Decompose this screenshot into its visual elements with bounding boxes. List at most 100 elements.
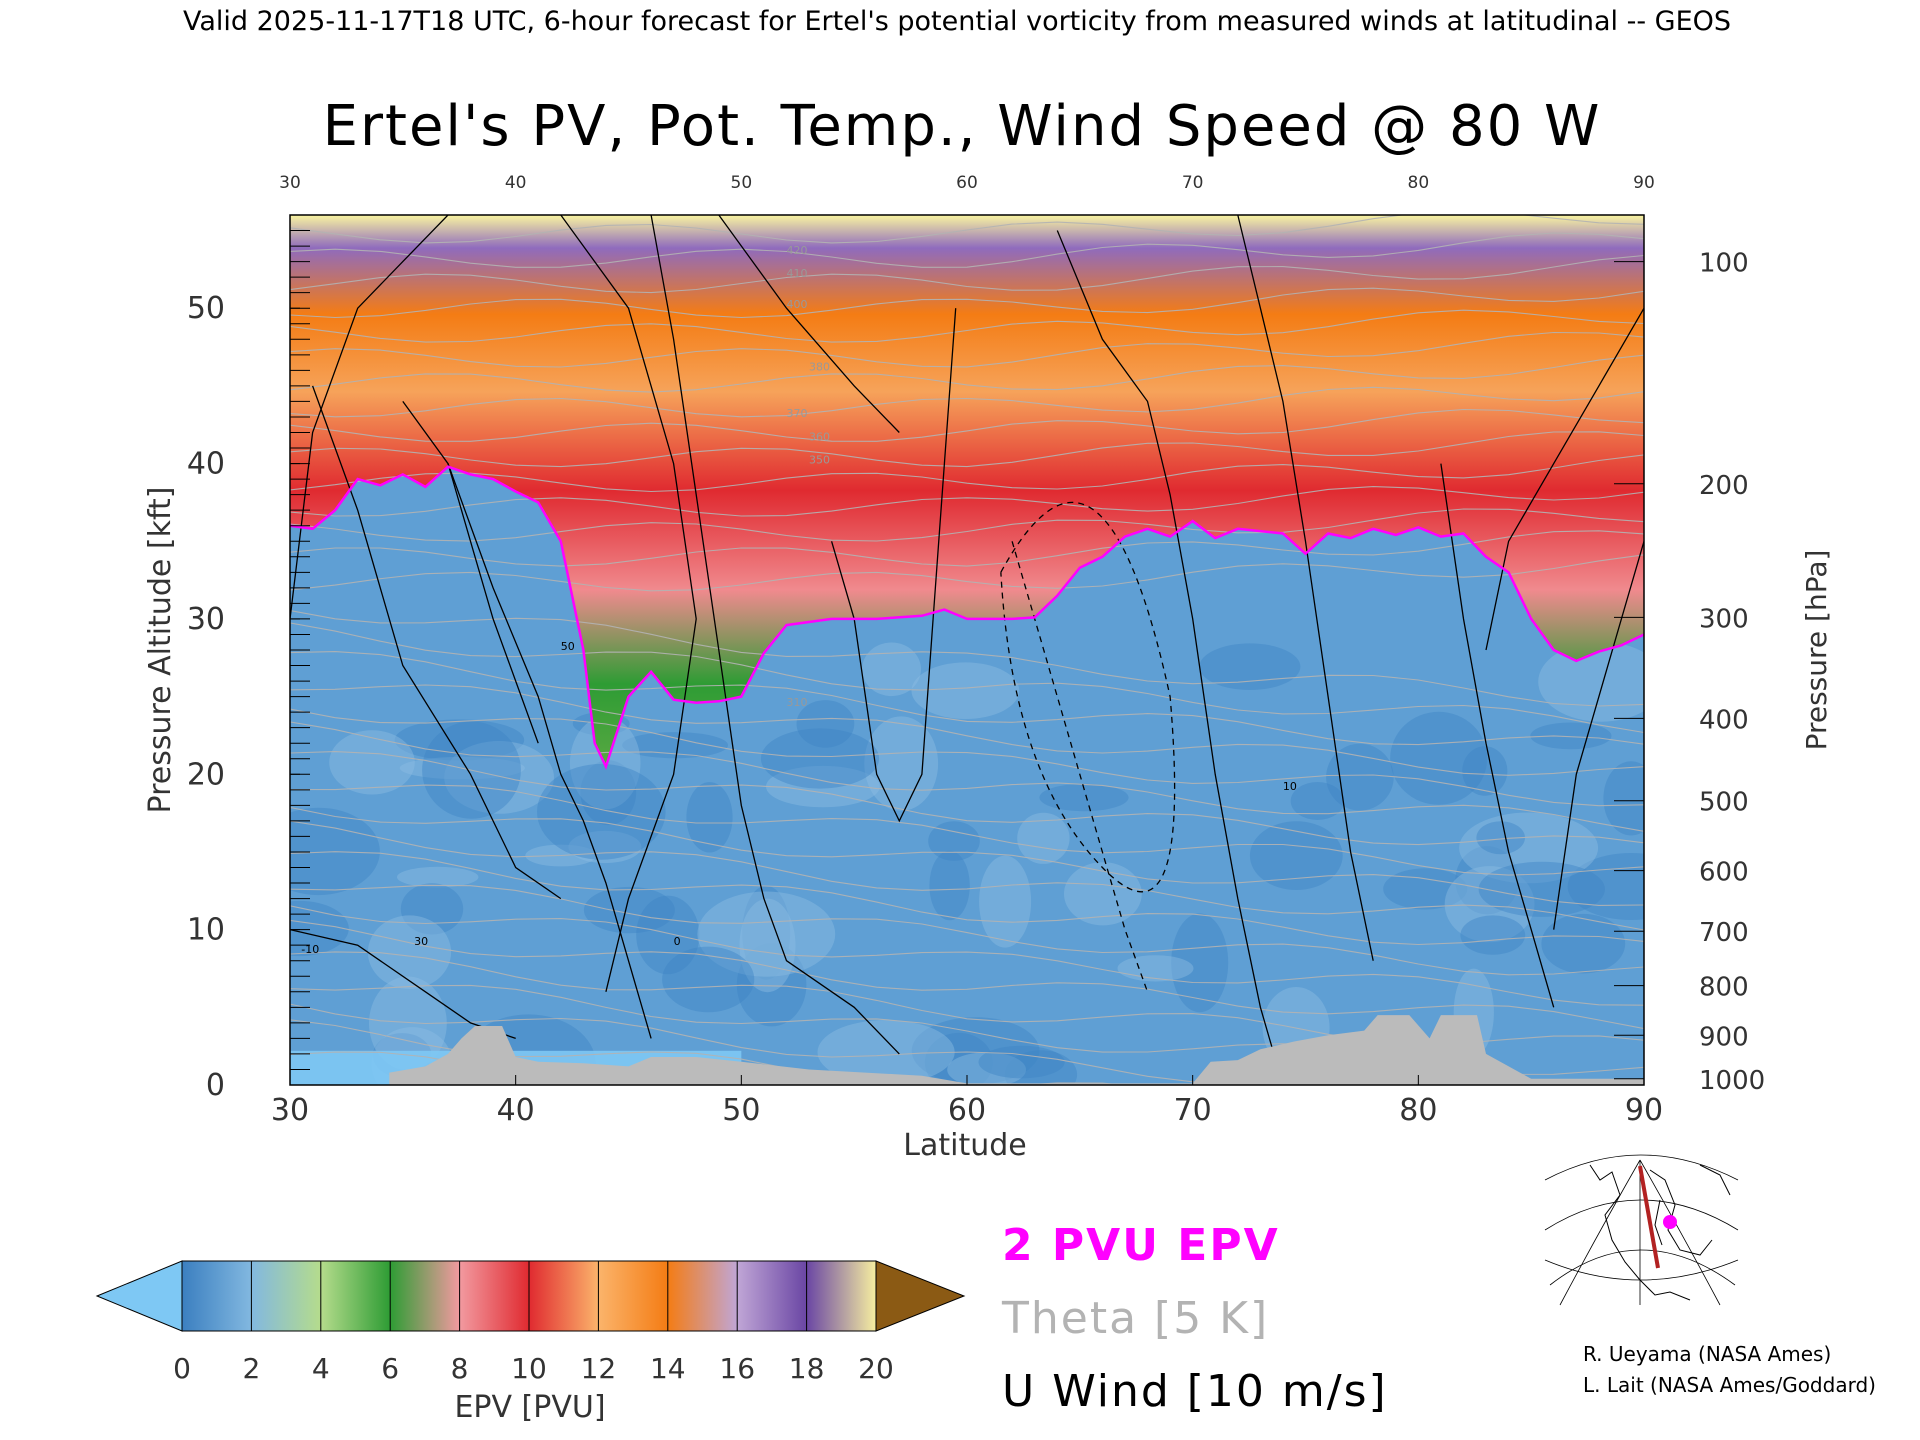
colorbar-tick-label: 18 xyxy=(789,1352,825,1385)
colorbar-tick-label: 14 xyxy=(650,1352,686,1385)
x-tick-label: 60 xyxy=(948,1093,986,1128)
theta-contour-label: 420 xyxy=(786,244,807,257)
theta-contour-line xyxy=(290,806,1644,906)
pv-texture-blob xyxy=(444,741,554,814)
y-tick-label: 40 xyxy=(187,447,225,482)
pv-texture-blob xyxy=(1290,782,1345,820)
colorbar-tick-label: 10 xyxy=(511,1352,547,1385)
colorbar-high-triangle xyxy=(875,1260,966,1332)
pressure-tick-label: 700 xyxy=(1699,918,1749,948)
u-wind-negative-contour xyxy=(1000,501,1176,893)
pv-texture-blob xyxy=(1530,722,1612,750)
theta-contour-line xyxy=(290,622,1644,734)
top-x-tick-label: 90 xyxy=(1633,173,1655,193)
stratospheric-pv-fill xyxy=(290,215,1644,767)
theta-contour-line xyxy=(290,721,1644,832)
pressure-tick-label: 900 xyxy=(1699,1022,1749,1052)
y-axis-label: Pressure Altitude [kft] xyxy=(143,487,178,814)
pv-texture-blob xyxy=(369,976,447,1071)
y-tick-label: 50 xyxy=(187,291,225,326)
theta-contour-label: 370 xyxy=(786,407,807,420)
pv-texture-blob xyxy=(1460,915,1526,955)
u-wind-contour-line xyxy=(1237,215,1374,961)
pv-texture-blob xyxy=(1538,641,1644,722)
theta-contours xyxy=(290,215,1644,1085)
theta-contour-line xyxy=(290,254,1644,294)
theta-contour-line xyxy=(290,486,1644,517)
colorbar-tick-label: 12 xyxy=(581,1352,617,1385)
tropopause-2pvu-line xyxy=(290,465,1644,770)
pv-texture-blob xyxy=(1476,821,1525,855)
y-tick-label: 10 xyxy=(187,913,225,948)
pv-texture-blob xyxy=(1390,711,1488,805)
pv-texture-blob xyxy=(662,946,755,1013)
u-wind-contour-labels: -10 0 10 30 50 xyxy=(301,640,1297,956)
top-x-tick-label: 70 xyxy=(1182,173,1204,193)
theta-contour-line xyxy=(290,287,1644,319)
pv-texture-blob xyxy=(636,895,700,975)
pv-texture-blob xyxy=(1017,812,1070,864)
y-tick-label: 30 xyxy=(187,602,225,637)
theta-contour-label: 360 xyxy=(809,430,830,443)
theta-contour-line xyxy=(290,408,1644,442)
colorbar-tick-label: 16 xyxy=(719,1352,755,1385)
theta-contour-line xyxy=(290,454,1644,493)
theta-contour-line xyxy=(290,684,1644,776)
pressure-tick-label: 300 xyxy=(1699,604,1749,634)
pv-texture-blob xyxy=(742,885,791,980)
theta-contour-line xyxy=(290,215,1644,244)
top-x-tick-label: 60 xyxy=(956,173,978,193)
pv-texture-blob xyxy=(394,719,525,761)
theta-contour-line xyxy=(290,708,1644,807)
x-tick-label: 70 xyxy=(1174,1093,1212,1128)
theta-contour-label: 350 xyxy=(809,454,830,467)
inset-map-cross-section-path xyxy=(1638,1165,1660,1269)
pv-texture-blob xyxy=(911,662,1020,719)
theta-contour-line xyxy=(290,331,1644,368)
colorbar-tick-label: 2 xyxy=(242,1352,260,1385)
theta-contour-label: 380 xyxy=(809,360,830,373)
credit-line-2: L. Lait (NASA Ames/Goddard) xyxy=(1583,1373,1876,1397)
top-x-tick-label: 50 xyxy=(731,173,753,193)
x-tick-label: 30 xyxy=(271,1093,309,1128)
pv-texture-blob xyxy=(290,807,380,896)
valid-time-header: Valid 2025-11-17T18 UTC, 6-hour forecast… xyxy=(183,6,1731,37)
pv-texture-blob xyxy=(929,850,970,921)
pv-texture-blob xyxy=(862,642,921,697)
credit-line-1: R. Ueyama (NASA Ames) xyxy=(1583,1342,1831,1366)
pv-texture-blob xyxy=(817,1019,955,1085)
colorbar-tick-label: 0 xyxy=(173,1352,191,1385)
colorbar-label: EPV [PVU] xyxy=(454,1390,605,1425)
chart-title: Ertel's PV, Pot. Temp., Wind Speed @ 80 … xyxy=(323,94,1602,159)
theta-contour-line xyxy=(290,530,1644,567)
colorbar-tick-label: 8 xyxy=(451,1352,469,1385)
pv-texture-blob xyxy=(760,728,880,789)
pv-texture-blob xyxy=(537,763,666,860)
legend: 2 PVU EPV Theta [5 K] U Wind [10 m/s] xyxy=(1001,1220,1386,1417)
theta-contour-line xyxy=(290,610,1644,707)
pv-texture-blob xyxy=(1383,868,1468,910)
pv-texture-blob xyxy=(736,943,807,1027)
theta-contour-label: 310 xyxy=(786,696,807,709)
colorbar-tick-label: 20 xyxy=(858,1352,894,1385)
pv-texture-blob xyxy=(1455,846,1519,915)
u-wind-contour-line xyxy=(1011,541,1149,993)
top-x-tick-label: 80 xyxy=(1408,173,1430,193)
u-wind-contour-line xyxy=(1485,307,1644,651)
pv-texture-blob xyxy=(1171,913,1229,1013)
u-wind-contour-label: 0 xyxy=(674,935,681,948)
pv-texture-blob xyxy=(400,883,464,935)
theta-contour-label: 410 xyxy=(786,267,807,280)
u-wind-contour-line xyxy=(447,463,539,744)
top-x-tick-label: 30 xyxy=(279,173,301,193)
inset-map-location-marker xyxy=(1663,1215,1677,1229)
theta-contour-label: 400 xyxy=(786,298,807,311)
pv-texture-blob xyxy=(1567,853,1644,920)
pv-texture-blob xyxy=(979,855,1032,948)
u-wind-contour-line xyxy=(1440,463,1555,1008)
x-tick-label: 90 xyxy=(1625,1093,1663,1128)
theta-contour-line xyxy=(290,884,1644,976)
pv-texture-blob xyxy=(911,1017,1040,1085)
